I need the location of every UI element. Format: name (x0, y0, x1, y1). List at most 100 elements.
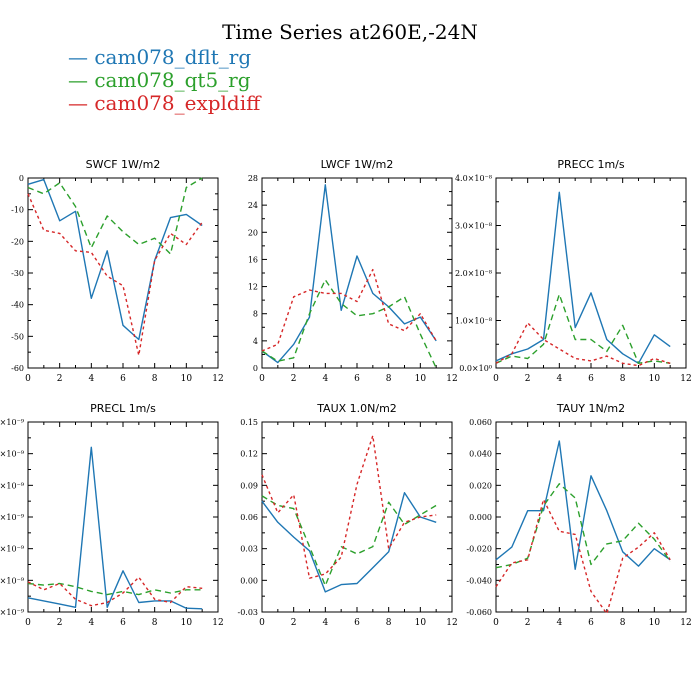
x-tick-label: 12 (446, 618, 457, 628)
x-tick-label: 10 (181, 374, 193, 384)
series-line-cam078_dflt_rg (495, 440, 671, 570)
y-tick-label: 4×10⁻⁹ (0, 481, 25, 490)
chart-panel-3: PRECL 1m/s 0 2 4 6 8 10 12 0×10⁻⁹ 1×10⁻⁹ 2×10⁻⁹ 3×1… (0, 402, 224, 628)
chart-panel-5: TAUY 1N/m2 0 2 4 6 8 10 12 -0.060 -0.040 -0.020 0.0… (466, 402, 691, 628)
y-tick-label: 28 (248, 174, 258, 183)
x-tick-label: 0 (25, 618, 31, 628)
x-tick-label: 0 (493, 374, 499, 384)
x-tick-label: 8 (152, 374, 158, 384)
plot-frame (261, 177, 453, 369)
plot-frame (27, 421, 219, 613)
x-tick-label: 6 (354, 618, 360, 628)
y-tick-label: 0.12 (240, 450, 258, 459)
y-tick-label: 0.0×10⁰ (459, 364, 492, 373)
legend-item-qt5: — cam078_qt5_rg (68, 68, 251, 92)
series-line-cam078_qt5_rg (261, 279, 437, 369)
x-tick-label: 0 (259, 374, 265, 384)
x-tick-label: 2 (57, 618, 63, 628)
chart-panel-0: SWCF 1W/m2 0 2 4 6 8 10 12 -60 -50 -40 -30 -20 -10 0 (11, 158, 224, 384)
x-tick-label: 2 (525, 618, 531, 628)
y-tick-label: 0.15 (240, 418, 258, 427)
y-tick-label: 0.03 (240, 545, 258, 554)
y-tick-label: -0.020 (466, 545, 492, 554)
y-tick-label: 16 (248, 255, 258, 264)
x-tick-label: 4 (556, 374, 562, 384)
x-tick-label: 12 (446, 374, 457, 384)
x-tick-label: 2 (57, 374, 63, 384)
x-tick-label: 10 (649, 374, 661, 384)
panel-title: TAUX 1.0N/m2 (316, 402, 397, 415)
y-tick-label: 20 (248, 228, 258, 237)
series-line-cam078_dflt_rg (261, 184, 437, 364)
series-line-cam078_expldiff (27, 576, 203, 607)
y-tick-label: 1.0×10⁻⁸ (455, 317, 492, 326)
y-tick-label: -0.060 (466, 608, 492, 617)
series-line-cam078_expldiff (495, 322, 671, 367)
legend-item-expldiff: — cam078_expldiff (68, 91, 261, 115)
series-line-cam078_expldiff (495, 498, 671, 615)
x-tick-label: 4 (556, 618, 562, 628)
x-tick-label: 6 (354, 374, 360, 384)
y-tick-label: 0.060 (469, 418, 492, 427)
chart-panel-2: PRECC 1m/s 0 2 4 6 8 10 12 0.0×10⁰ 1.0×10⁻⁸ 2.0×10… (455, 158, 692, 384)
series-line-cam078_qt5_rg (495, 483, 671, 569)
x-tick-label: 6 (120, 374, 126, 384)
y-tick-label: 0 (253, 364, 258, 373)
y-tick-label: -50 (11, 332, 24, 341)
panel-title: LWCF 1W/m2 (321, 158, 394, 171)
y-tick-label: 12 (248, 283, 258, 292)
y-tick-label: 0.040 (469, 450, 492, 459)
y-tick-label: 6×10⁻⁹ (0, 418, 25, 427)
y-tick-label: 8 (253, 310, 258, 319)
x-tick-label: 4 (88, 374, 94, 384)
x-tick-label: 8 (152, 618, 158, 628)
x-tick-label: 2 (291, 618, 297, 628)
y-tick-label: 2×10⁻⁹ (0, 545, 25, 554)
x-tick-label: 10 (181, 618, 193, 628)
y-tick-label: -0.040 (466, 576, 492, 585)
y-tick-label: 0 (19, 174, 24, 183)
series-line-cam078_dflt_rg (27, 446, 203, 610)
y-tick-label: 4.0×10⁻⁸ (455, 174, 492, 183)
series-line-cam078_qt5_rg (495, 293, 671, 364)
y-tick-label: 3.0×10⁻⁸ (455, 222, 492, 231)
y-tick-label: 0×10⁻⁹ (0, 608, 25, 617)
x-tick-label: 4 (322, 618, 328, 628)
legend-item-dflt: — cam078_dflt_rg (68, 45, 252, 69)
series-line-cam078_dflt_rg (495, 191, 671, 364)
x-tick-label: 12 (680, 374, 691, 384)
series-line-cam078_dflt_rg (261, 492, 437, 593)
y-tick-label: 0.06 (240, 513, 258, 522)
x-tick-label: 8 (620, 618, 626, 628)
series-line-cam078_dflt_rg (27, 178, 203, 341)
y-tick-label: 5×10⁻⁹ (0, 450, 25, 459)
y-tick-label: 2.0×10⁻⁸ (455, 269, 492, 278)
x-tick-label: 4 (88, 618, 94, 628)
x-tick-label: 12 (212, 618, 223, 628)
y-tick-label: 0.000 (469, 513, 492, 522)
y-tick-label: -20 (11, 237, 24, 246)
y-tick-label: 1×10⁻⁹ (0, 576, 25, 585)
panel-title: SWCF 1W/m2 (86, 158, 161, 171)
series-line-cam078_expldiff (261, 268, 437, 352)
series-line-cam078_expldiff (27, 193, 203, 356)
x-tick-label: 0 (493, 618, 499, 628)
x-tick-label: 0 (259, 618, 265, 628)
y-tick-label: -0.03 (237, 608, 258, 617)
y-tick-label: 0.020 (469, 481, 492, 490)
panel-title: PRECL 1m/s (90, 402, 156, 415)
x-tick-label: 10 (415, 618, 427, 628)
x-tick-label: 0 (25, 374, 31, 384)
panel-title: TAUY 1N/m2 (556, 402, 625, 415)
x-tick-label: 6 (588, 618, 594, 628)
y-tick-label: 24 (248, 201, 258, 210)
series-line-cam078_expldiff (261, 435, 437, 579)
x-tick-label: 10 (415, 374, 427, 384)
plot-frame (27, 177, 219, 369)
x-tick-label: 2 (525, 374, 531, 384)
series-line-cam078_qt5_rg (27, 177, 203, 255)
figure-title: Time Series at260E,-24N (222, 20, 478, 44)
x-tick-label: 4 (322, 374, 328, 384)
